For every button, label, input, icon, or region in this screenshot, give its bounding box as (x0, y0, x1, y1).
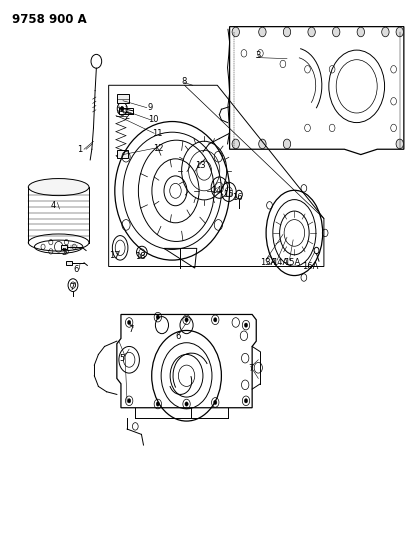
Bar (117, 94, 129, 103)
Text: 15: 15 (222, 190, 233, 199)
Bar (66, 261, 72, 265)
Text: 11: 11 (151, 129, 162, 138)
Text: 16: 16 (232, 193, 243, 201)
Circle shape (213, 400, 216, 405)
Text: 6: 6 (175, 333, 181, 341)
Circle shape (231, 139, 239, 149)
Circle shape (184, 402, 188, 406)
Bar (117, 150, 127, 158)
Text: 15A: 15A (283, 258, 300, 266)
Text: 5: 5 (61, 248, 66, 257)
Text: 7: 7 (69, 284, 74, 292)
Bar (119, 108, 133, 114)
Circle shape (231, 27, 239, 37)
Text: 13: 13 (195, 161, 206, 169)
Circle shape (356, 27, 364, 37)
Circle shape (120, 107, 124, 111)
Circle shape (283, 139, 290, 149)
Circle shape (307, 27, 315, 37)
Text: 16A: 16A (302, 262, 318, 271)
Text: 5: 5 (119, 354, 124, 362)
Circle shape (184, 318, 188, 322)
Text: 3: 3 (255, 52, 261, 60)
Text: 7: 7 (128, 325, 134, 334)
Circle shape (283, 27, 290, 37)
Text: 8: 8 (181, 77, 187, 85)
Text: 18: 18 (135, 253, 145, 261)
Circle shape (156, 402, 159, 406)
Text: 10: 10 (148, 116, 159, 124)
Text: 17: 17 (109, 252, 120, 260)
Text: 9758 900 A: 9758 900 A (12, 13, 87, 26)
Ellipse shape (28, 179, 89, 196)
Text: 13A: 13A (260, 258, 276, 266)
Text: 6: 6 (73, 265, 79, 273)
Circle shape (395, 139, 402, 149)
Text: 2: 2 (124, 112, 129, 120)
Circle shape (127, 320, 130, 325)
Text: 4: 4 (51, 201, 56, 209)
Text: 7: 7 (247, 365, 253, 373)
Circle shape (244, 399, 247, 403)
Text: 1: 1 (77, 145, 82, 154)
Text: 12: 12 (152, 144, 163, 152)
Circle shape (258, 139, 265, 149)
Circle shape (156, 315, 159, 319)
Bar (61, 245, 67, 249)
Circle shape (258, 27, 265, 37)
Circle shape (127, 399, 130, 403)
Circle shape (332, 27, 339, 37)
Text: 14A: 14A (271, 258, 288, 266)
Circle shape (395, 27, 402, 37)
Circle shape (244, 323, 247, 327)
Circle shape (381, 27, 388, 37)
Text: 14: 14 (210, 186, 221, 195)
Text: 9: 9 (147, 103, 152, 112)
Circle shape (213, 318, 216, 322)
